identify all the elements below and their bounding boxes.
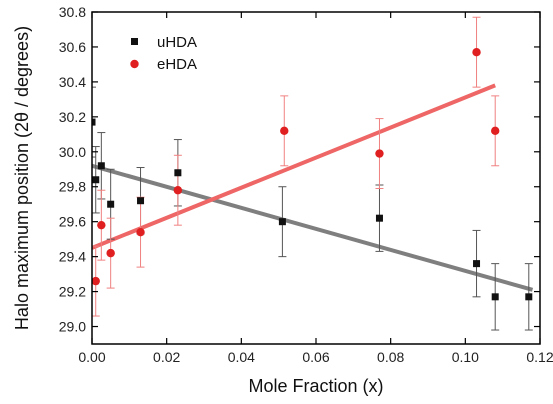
data-point-uhda (92, 118, 96, 126)
data-point-uhda (525, 293, 533, 301)
y-tick-label: 29.2 (59, 284, 86, 300)
data-point-ehda (106, 248, 115, 258)
x-tick-label: 0.10 (452, 349, 479, 365)
data-point-ehda (173, 186, 183, 195)
data-point-ehda (280, 126, 289, 136)
y-tick-label: 30.6 (59, 39, 86, 55)
fit-line-ehda (92, 83, 496, 250)
y-tick-label: 29.6 (59, 214, 86, 230)
y-tick-label: 29.0 (59, 319, 86, 335)
legend-label-uhda: uHDA (157, 34, 197, 51)
x-tick-label: 0.12 (526, 349, 553, 365)
data-point-ehda (136, 227, 145, 237)
data-point-uhda (473, 260, 481, 268)
plot-content (92, 16, 534, 331)
x-tick-label: 0.00 (78, 349, 105, 365)
axis-ticks: 0.00 0.02 0.04 0.06 0.08 0.10 0.12 29.0 29.2 29.4… (59, 4, 553, 365)
data-point-uhda (97, 162, 105, 170)
x-tick-label: 0.04 (228, 349, 255, 365)
y-tick-label: 30.2 (59, 109, 86, 125)
x-axis-label: Mole Fraction (x) (248, 376, 383, 396)
data-point-ehda (472, 47, 481, 57)
x-tick-label: 0.08 (377, 349, 404, 365)
plot-frame (91, 11, 541, 345)
y-tick-label: 29.4 (59, 249, 86, 265)
data-point-uhda (174, 169, 182, 177)
x-tick-label: 0.02 (153, 349, 180, 365)
data-point-ehda (92, 276, 100, 286)
y-axis-label: Halo maximum position (2θ / degrees) (12, 26, 32, 330)
legend: uHDA eHDA (130, 34, 197, 73)
y-tick-label: 29.8 (59, 179, 86, 195)
y-tick-label: 30.4 (59, 74, 86, 90)
fit-line-uhda (92, 163, 534, 292)
data-point-uhda (92, 176, 100, 184)
data-point-uhda (491, 293, 499, 301)
data-point-ehda (375, 149, 384, 158)
legend-marker-ehda (130, 59, 139, 69)
data-point-uhda (278, 218, 286, 226)
y-tick-label: 30.0 (59, 144, 86, 160)
data-point-uhda (107, 200, 115, 208)
data-point-ehda (491, 126, 500, 136)
data-point-uhda (137, 197, 145, 205)
legend-label-ehda: eHDA (157, 56, 197, 73)
data-point-ehda (97, 220, 106, 230)
y-tick-label: 30.8 (59, 4, 86, 20)
legend-marker-uhda (131, 38, 138, 45)
x-tick-label: 0.06 (302, 349, 329, 365)
data-point-uhda (375, 214, 383, 222)
plot-area (92, 16, 534, 331)
